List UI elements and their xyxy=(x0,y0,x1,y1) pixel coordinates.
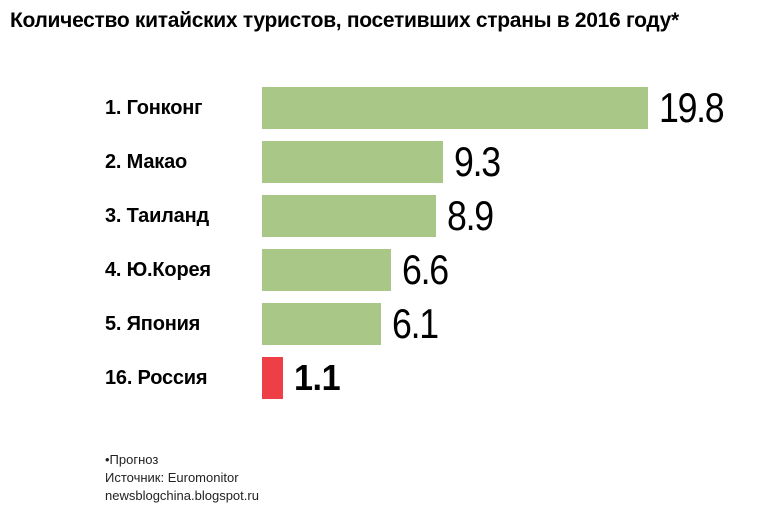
bar-track: 6.6 xyxy=(262,249,456,291)
bar-track: 1.1 xyxy=(262,357,343,399)
bar xyxy=(262,249,391,291)
bar-track: 19.8 xyxy=(262,87,735,129)
chart-row: 3. Таиланд 8.9 xyxy=(105,195,783,237)
bar xyxy=(262,87,648,129)
category-label: 5. Япония xyxy=(105,312,201,335)
value-label: 9.3 xyxy=(454,138,501,185)
value-label: 19.8 xyxy=(659,84,725,131)
bar-track: 9.3 xyxy=(262,141,508,183)
chart-row: 2. Макао 9.3 xyxy=(105,141,783,183)
bar xyxy=(262,141,443,183)
chart-row: 16. Россия 1.1 xyxy=(105,357,783,399)
value-label: 1.1 xyxy=(294,357,341,398)
bar-chart: 1. Гонконг 19.8 2. Макао 9.3 3. Таиланд … xyxy=(105,87,783,399)
chart-title: Количество китайских туристов, посетивши… xyxy=(10,9,679,32)
value-label: 8.9 xyxy=(447,192,494,239)
chart-row: 1. Гонконг 19.8 xyxy=(105,87,783,129)
chart-row: 5. Япония 6.1 xyxy=(105,303,783,345)
category-label: 1. Гонконг xyxy=(105,96,203,119)
category-label: 3. Таиланд xyxy=(105,204,209,227)
value-label: 6.6 xyxy=(402,246,449,293)
category-label: 2. Макао xyxy=(105,150,188,173)
chart-row: 4. Ю.Корея 6.6 xyxy=(105,249,783,291)
footnote: •Прогноз Источник: Euromonitor newsblogc… xyxy=(105,451,783,506)
bar xyxy=(262,195,436,237)
bar xyxy=(262,303,381,345)
value-label: 6.1 xyxy=(392,300,439,347)
bar-track: 6.1 xyxy=(262,303,446,345)
footnote-site-url: newsblogchina.blogspot.ru xyxy=(105,488,259,504)
category-label: 16. Россия xyxy=(105,366,208,389)
footnote-forecast: •Прогноз xyxy=(105,452,159,467)
footnote-source: Источник: Euromonitor xyxy=(105,470,239,486)
bar-highlighted xyxy=(262,357,283,399)
bar-track: 8.9 xyxy=(262,195,501,237)
category-label: 4. Ю.Корея xyxy=(105,258,211,281)
